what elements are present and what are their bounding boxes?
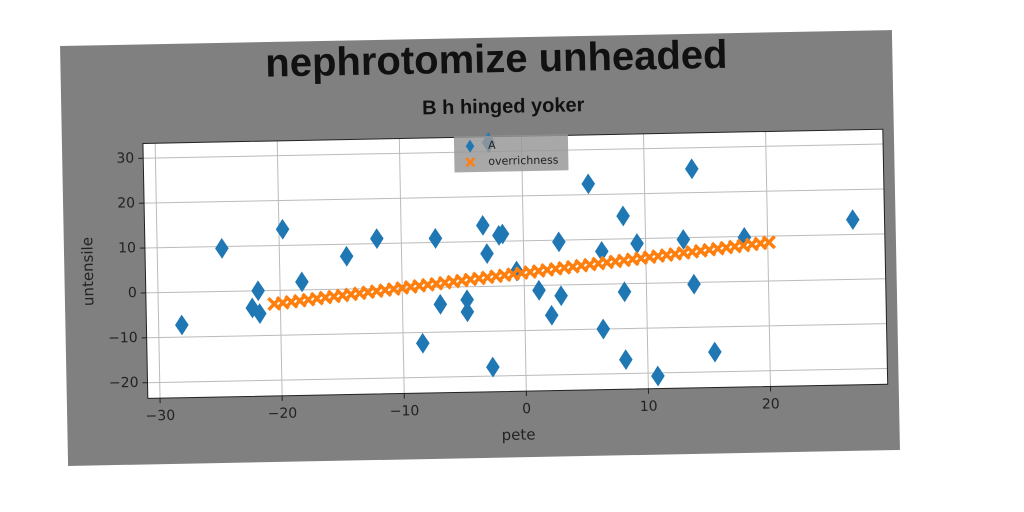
data-point xyxy=(175,314,189,336)
data-point xyxy=(708,341,722,363)
data-point xyxy=(433,293,448,315)
data-point xyxy=(486,356,500,378)
grid-line xyxy=(145,278,886,294)
data-point xyxy=(845,209,860,231)
data-point xyxy=(619,349,633,370)
legend-box xyxy=(453,134,569,173)
grid-line xyxy=(146,323,887,339)
legend-marker xyxy=(465,157,476,168)
data-point xyxy=(532,279,546,301)
data-point xyxy=(275,218,290,240)
y-tick-label: −20 xyxy=(109,375,139,392)
data-point xyxy=(295,271,309,293)
grid-line xyxy=(398,138,405,394)
data-point xyxy=(685,158,699,180)
y-tick-label: 10 xyxy=(118,240,136,256)
y-tick-label: −10 xyxy=(108,330,138,347)
grid-line xyxy=(147,367,888,384)
grid-line xyxy=(144,188,884,204)
grid-line xyxy=(276,140,283,396)
data-point xyxy=(616,205,630,227)
data-point xyxy=(544,304,559,326)
chart-subtitle: B h hinged yoker xyxy=(422,94,585,119)
data-point xyxy=(460,301,475,323)
data-point xyxy=(594,240,609,262)
data-point xyxy=(761,235,777,250)
y-axis-label: untensile xyxy=(78,237,97,306)
grid-line xyxy=(765,131,771,387)
x-axis-label: pete xyxy=(501,425,535,444)
data-point xyxy=(428,228,443,249)
data-point xyxy=(415,332,430,354)
grid-line xyxy=(520,136,527,392)
data-point xyxy=(495,223,510,245)
x-tick-label: −30 xyxy=(145,408,175,425)
data-point xyxy=(215,237,229,259)
data-point xyxy=(339,245,354,267)
x-tick-label: 20 xyxy=(762,396,780,412)
legend-marker xyxy=(465,139,475,153)
x-tick-label: −20 xyxy=(268,406,298,423)
x-tick-label: 10 xyxy=(640,399,658,415)
data-point xyxy=(651,365,665,387)
data-point xyxy=(552,231,566,253)
y-tick-label: 0 xyxy=(128,285,137,301)
data-point xyxy=(476,214,490,236)
grid-line xyxy=(154,143,161,399)
data-point xyxy=(581,173,596,195)
data-point xyxy=(252,303,267,325)
data-point xyxy=(617,281,632,303)
y-tick-label: 20 xyxy=(117,195,135,211)
data-point xyxy=(370,228,384,250)
data-point xyxy=(460,289,474,311)
data-point xyxy=(554,285,568,307)
legend-label: overrichness xyxy=(488,153,559,167)
data-point xyxy=(596,318,611,340)
y-tick-label: 30 xyxy=(116,150,134,166)
chart-title: nephrotomize unheaded xyxy=(265,33,728,86)
data-point xyxy=(676,229,691,250)
data-point xyxy=(251,280,265,302)
data-point xyxy=(630,233,644,254)
chart-panel: nephrotomize unheaded B h hinged yoker p… xyxy=(60,30,900,466)
legend-label: A xyxy=(488,139,496,152)
data-point xyxy=(687,273,701,295)
x-tick-label: 0 xyxy=(522,401,531,417)
grid-line xyxy=(144,233,885,249)
x-tick-label: −10 xyxy=(390,403,420,420)
data-point xyxy=(480,243,494,264)
